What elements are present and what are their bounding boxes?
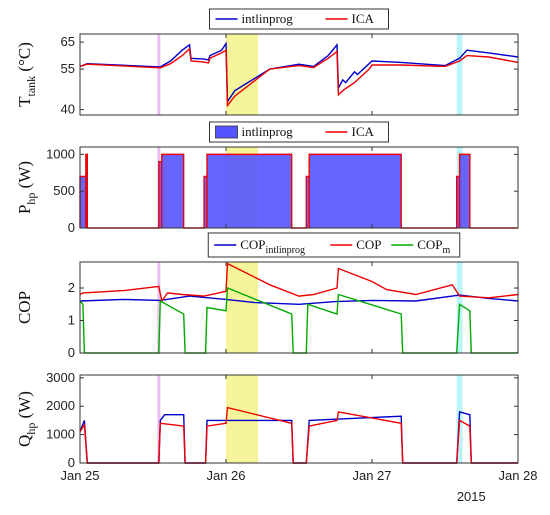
highlight-band-0 <box>157 375 161 463</box>
legend-entry-subscript: m <box>443 245 451 256</box>
highlight-band-2 <box>456 34 463 115</box>
x-tick-label: Jan 27 <box>352 468 391 483</box>
power-bar-3 <box>161 154 184 228</box>
y-axis-label-sub: tank <box>24 76 38 97</box>
y-tick-label: 1000 <box>46 146 75 161</box>
legend-entry-subscript: intlinprog <box>266 245 305 256</box>
y-axis-label-sub: hp <box>24 423 38 435</box>
y-tick-label: 0 <box>68 220 75 235</box>
power-bar-6 <box>306 176 310 228</box>
power-bar-5 <box>207 154 292 228</box>
y-axis-label-sub: hp <box>24 193 38 205</box>
y-tick-label: 0 <box>68 345 75 360</box>
highlight-band-1 <box>226 262 259 353</box>
series-line-2 <box>79 286 518 354</box>
series-line-1 <box>79 47 519 108</box>
y-axis-label-unit: (W) <box>15 161 34 193</box>
legend-entry-text: COP <box>356 237 381 252</box>
y-tick-label: 500 <box>53 183 75 198</box>
y-axis-label-unit: (W) <box>15 391 34 423</box>
y-tick-label: 1000 <box>46 427 75 442</box>
legend-entry: intlinprog <box>242 11 294 26</box>
power-bar-1 <box>85 154 88 228</box>
y-axis-label: COP <box>15 291 34 324</box>
series-line-0 <box>79 41 519 104</box>
series-line-0 <box>79 410 518 464</box>
y-tick-label: 3000 <box>46 370 75 385</box>
y-tick-label: 65 <box>61 34 75 49</box>
y-axis-label-main: Q <box>15 435 34 447</box>
y-tick-label: 2000 <box>46 398 75 413</box>
y-axis-label-unit: (°C) <box>15 42 34 76</box>
power-bar-0 <box>80 176 86 228</box>
highlight-band-1 <box>226 375 259 463</box>
legend-entry: COPm <box>417 237 450 256</box>
y-tick-label: 0 <box>68 455 75 470</box>
legend-entry: ICA <box>352 124 375 139</box>
axes-frame <box>79 33 519 116</box>
legend-entry-text: ICA <box>352 124 375 139</box>
power-bar-7 <box>309 154 402 228</box>
highlight-band-0 <box>157 34 161 115</box>
y-axis-label: Php (W) <box>15 161 38 214</box>
legend-swatch <box>215 125 238 139</box>
y-axis-label-main: COP <box>15 291 34 324</box>
legend-entry: COP <box>356 237 381 252</box>
legend-box <box>209 8 389 30</box>
y-tick-label: 40 <box>61 102 75 117</box>
y-axis-label-main: T <box>15 96 34 107</box>
series-line-ica <box>79 153 518 229</box>
legend-entry: ICA <box>352 11 375 26</box>
legend-entry: COPintlinprog <box>240 237 305 256</box>
highlight-band-0 <box>157 262 161 353</box>
power-bar-9 <box>459 154 470 228</box>
highlight-band-1 <box>226 34 259 115</box>
legend-entry-text: COP <box>240 237 265 252</box>
y-axis-label-main: P <box>15 205 34 214</box>
power-bar-8 <box>456 176 460 228</box>
y-tick-label: 1 <box>68 313 75 328</box>
axes-frame <box>79 374 519 464</box>
series-line-1 <box>79 406 518 464</box>
series-line-1 <box>79 262 519 303</box>
axes-frame <box>79 261 519 354</box>
legend-entry-text: COP <box>417 237 442 252</box>
legend-entry-text: ICA <box>352 11 375 26</box>
x-tick-label: Jan 25 <box>60 468 99 483</box>
x-tick-label: Jan 26 <box>206 468 245 483</box>
y-tick-label: 55 <box>61 61 75 76</box>
legend-entry: intlinprog <box>242 124 294 139</box>
y-axis-label: Ttank (°C) <box>15 42 38 107</box>
power-bar-2 <box>158 161 162 228</box>
y-axis-label: Qhp (W) <box>15 391 38 447</box>
legend-entry-text: intlinprog <box>242 124 294 139</box>
axes-frame <box>79 146 519 229</box>
power-bar-4 <box>204 176 208 228</box>
legend-entry-text: intlinprog <box>242 11 294 26</box>
x-tick-label: Jan 28 <box>498 468 537 483</box>
x-axis-year-label: 2015 <box>457 489 486 504</box>
y-tick-label: 2 <box>68 280 75 295</box>
legend-box <box>209 121 389 143</box>
